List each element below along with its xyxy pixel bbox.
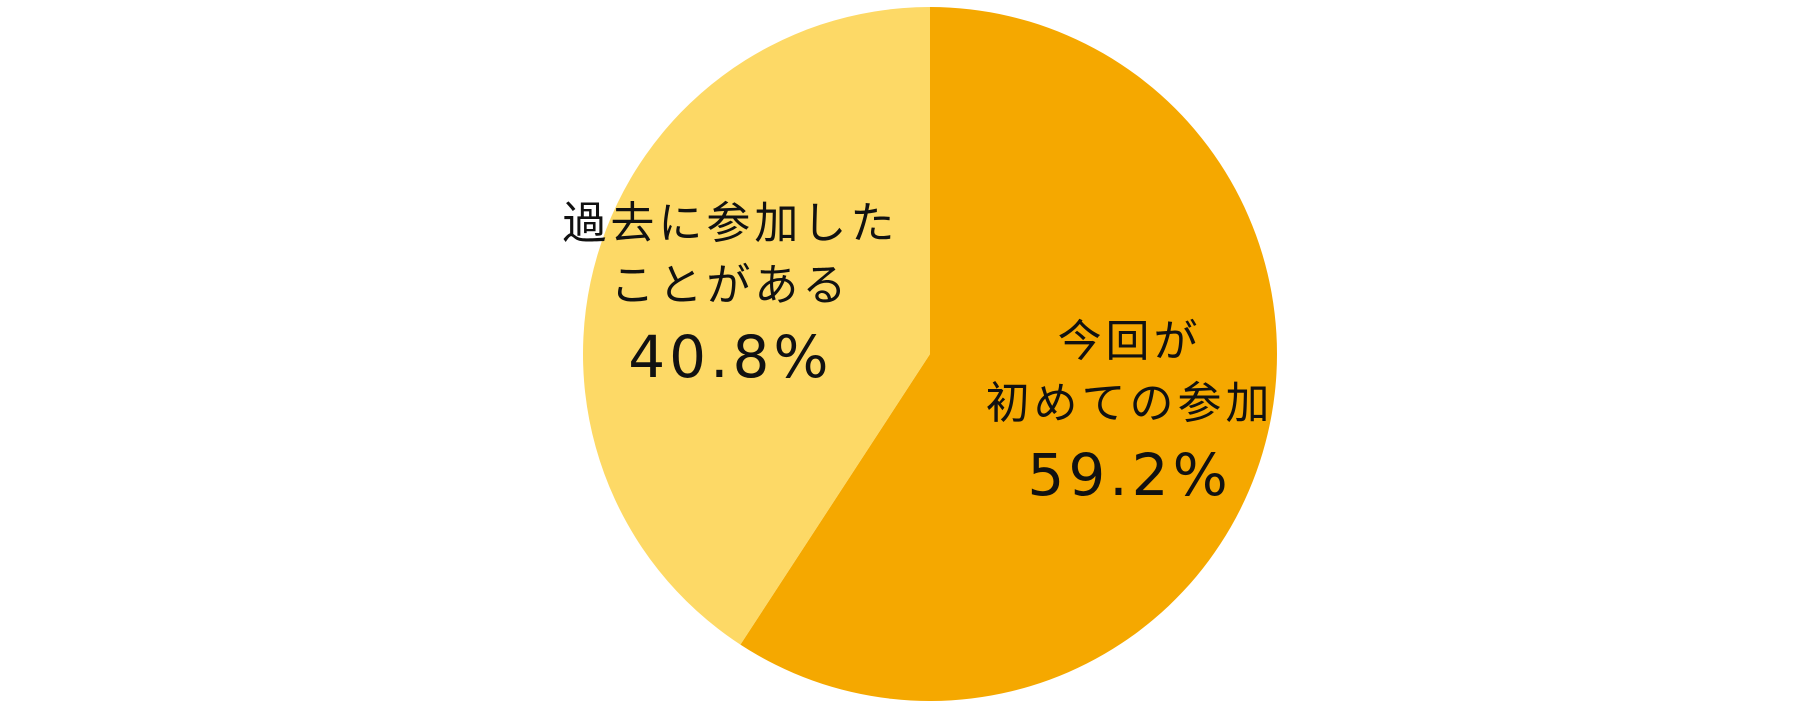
value-label: 59.2% <box>1027 441 1232 510</box>
pie-slice <box>582 7 930 645</box>
slice-label: 今回が 初めての参加 59.2% <box>986 311 1274 515</box>
pie-slice <box>740 7 1277 701</box>
category-label: 過去に参加した ことがある <box>562 197 899 311</box>
category-label: 今回が 初めての参加 <box>985 316 1274 430</box>
value-label: 40.8% <box>628 322 833 391</box>
slice-label: 過去に参加した ことがある 40.8% <box>562 193 898 397</box>
